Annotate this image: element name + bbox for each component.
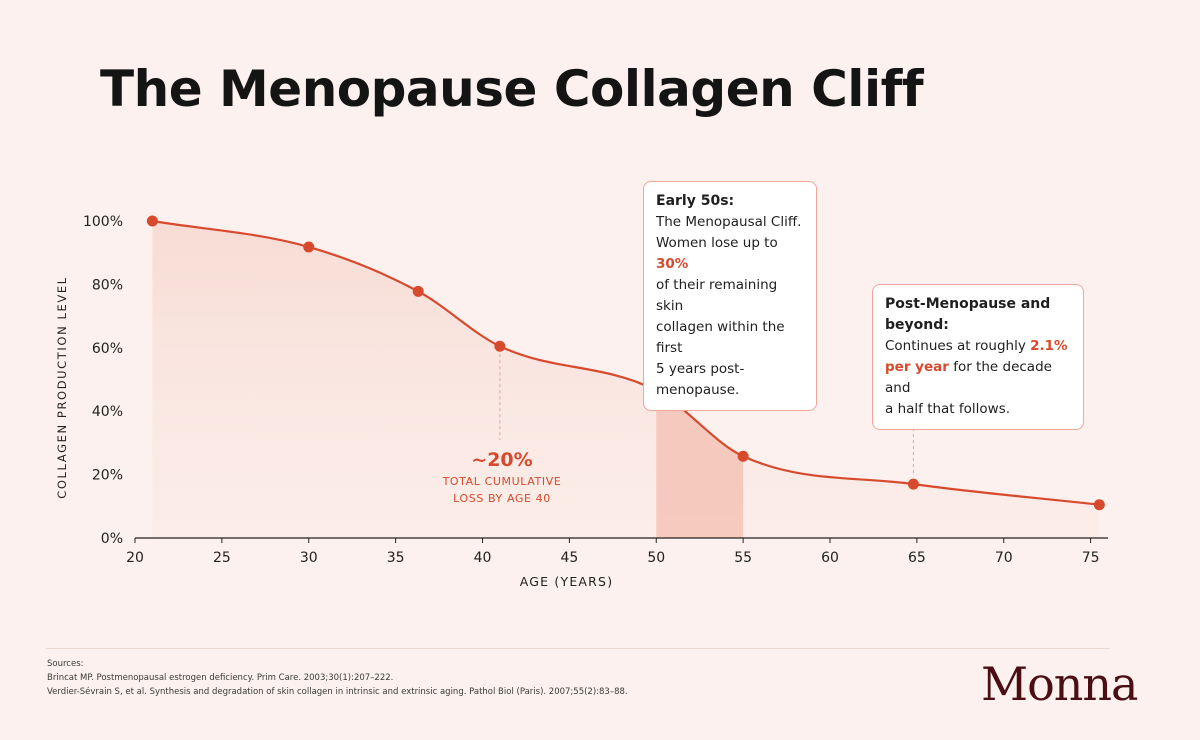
data-point bbox=[303, 241, 315, 253]
callout-post-line1-text: Continues at roughly bbox=[885, 338, 1031, 354]
data-point bbox=[907, 478, 919, 490]
callout-early-line4: collagen within the first bbox=[656, 319, 785, 356]
callout-post-line2-text: for the decade and bbox=[885, 359, 1052, 396]
data-point bbox=[412, 285, 424, 297]
y-tick-label: 80% bbox=[92, 277, 123, 293]
callout-early-line5: 5 years post-menopause. bbox=[656, 361, 745, 398]
x-tick-label: 35 bbox=[387, 550, 405, 566]
x-tick-label: 55 bbox=[734, 550, 752, 566]
x-tick-label: 20 bbox=[126, 550, 144, 566]
page-title: The Menopause Collagen Cliff bbox=[100, 60, 924, 118]
span-layer bbox=[656, 390, 744, 538]
source-item: Brincat MP. Postmenopausal estrogen defi… bbox=[47, 673, 394, 683]
data-point bbox=[146, 215, 158, 227]
area-layer bbox=[152, 221, 1100, 538]
loss-percent: ~20% bbox=[471, 449, 533, 471]
loss-label-line1: TOTAL CUMULATIVE bbox=[442, 475, 562, 488]
monna-logo: Monna bbox=[981, 657, 1138, 711]
callout-post-menopause: Post-Menopause and beyond: Continues at … bbox=[872, 284, 1084, 430]
callout-post-line1: Continues at roughly 2.1% bbox=[885, 336, 1071, 357]
x-axis-label: AGE (YEARS) bbox=[520, 574, 614, 589]
axis-layer: 20 25 30 35 40 45 50 55 60 65 70 75 0% 20% 40% 60% 80% 10… bbox=[55, 214, 1108, 589]
y-axis-label: COLLAGEN PRODUCTION LEVEL bbox=[55, 276, 69, 498]
callout-early-line3: of their remaining skin bbox=[656, 277, 778, 314]
callout-early-line2: Women lose up to 30% bbox=[656, 233, 804, 275]
y-tick-label: 60% bbox=[92, 341, 123, 357]
x-tick-label: 70 bbox=[995, 550, 1013, 566]
x-tick-label: 75 bbox=[1082, 550, 1100, 566]
callout-post-highlight-period: per year bbox=[885, 359, 949, 375]
x-tick-label: 60 bbox=[821, 550, 839, 566]
callout-post-heading: Post-Menopause and beyond: bbox=[885, 296, 1051, 333]
loss-annotation: ~20% TOTAL CUMULATIVE LOSS BY AGE 40 bbox=[432, 447, 572, 507]
collagen-chart: 20 25 30 35 40 45 50 55 60 65 70 75 0% 20% 40% 60% 80% 10… bbox=[55, 214, 1108, 589]
x-tick-label: 50 bbox=[647, 550, 665, 566]
y-tick-label: 40% bbox=[92, 404, 123, 420]
y-tick-label: 0% bbox=[101, 531, 123, 547]
y-tick-label: 20% bbox=[92, 468, 123, 484]
callout-early-50s: Early 50s: The Menopausal Cliff. Women l… bbox=[643, 181, 817, 411]
data-point bbox=[737, 450, 749, 462]
footer-divider bbox=[46, 648, 1110, 649]
loss-label-line2: LOSS BY AGE 40 bbox=[453, 492, 551, 505]
callout-early-line1: The Menopausal Cliff. bbox=[656, 214, 802, 230]
data-point bbox=[1093, 499, 1105, 511]
callout-early-heading: Early 50s: bbox=[656, 193, 735, 209]
x-tick-label: 65 bbox=[908, 550, 926, 566]
x-tick-label: 45 bbox=[560, 550, 578, 566]
callout-post-line3: a half that follows. bbox=[885, 401, 1011, 417]
cliff-span-fill bbox=[656, 390, 744, 538]
x-tick-label: 25 bbox=[213, 550, 231, 566]
x-tick-label: 30 bbox=[300, 550, 318, 566]
x-tick-label: 40 bbox=[474, 550, 492, 566]
callout-post-highlight-rate: 2.1% bbox=[1030, 338, 1068, 354]
callout-early-highlight: 30% bbox=[656, 256, 689, 272]
y-tick-label: 100% bbox=[83, 214, 123, 230]
callout-early-line2-text: Women lose up to bbox=[656, 235, 778, 251]
source-item: Verdier-Sévrain S, et al. Synthesis and … bbox=[47, 687, 628, 697]
data-point bbox=[494, 340, 506, 352]
sources: Sources: Brincat MP. Postmenopausal estr… bbox=[47, 657, 628, 699]
callout-post-line2: per year for the decade and bbox=[885, 357, 1071, 399]
area-fill bbox=[152, 221, 1100, 538]
sources-label: Sources: bbox=[47, 659, 84, 669]
